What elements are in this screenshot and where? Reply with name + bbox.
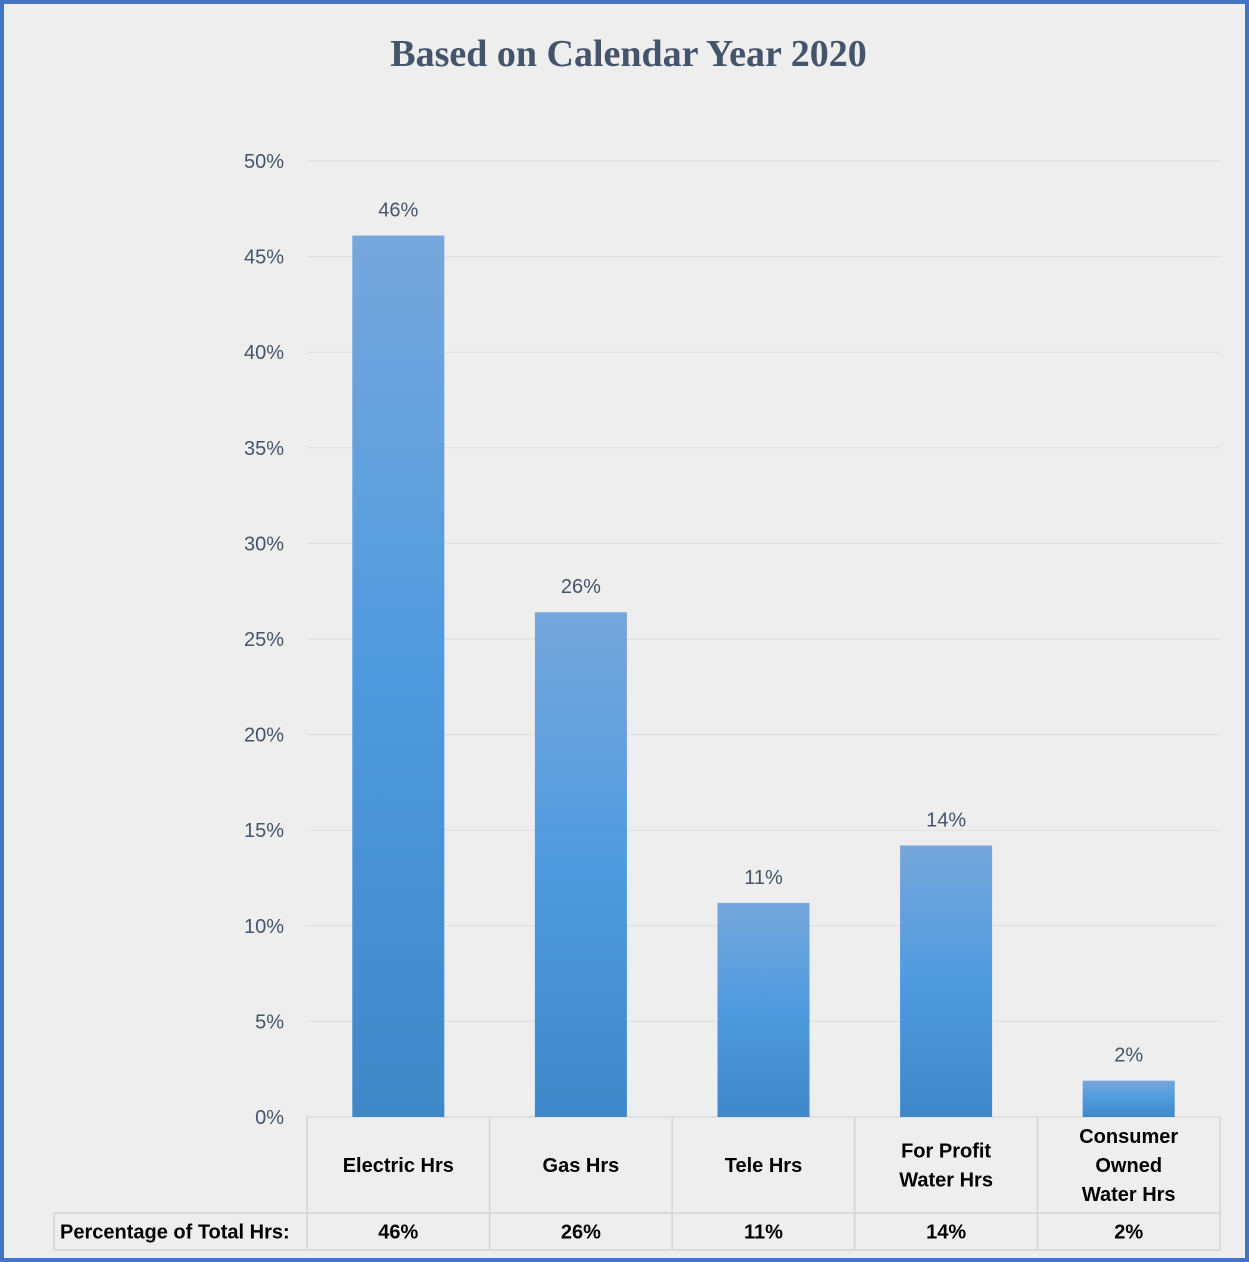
y-tick-label: 5%	[255, 1011, 284, 1033]
table-value: 14%	[926, 1222, 966, 1244]
table-value: 2%	[1114, 1222, 1143, 1244]
table-value: 11%	[744, 1222, 783, 1244]
y-tick-label: 35%	[244, 438, 284, 460]
y-tick-label: 40%	[244, 342, 284, 364]
y-tick-label: 50%	[244, 151, 284, 173]
chart-title: Based on Calendar Year 2020	[390, 33, 867, 75]
category-label: Gas Hrs	[543, 1155, 620, 1177]
bar	[352, 235, 445, 1117]
table-value: 26%	[561, 1222, 601, 1244]
y-tick-label: 25%	[244, 629, 284, 651]
bar	[1082, 1080, 1175, 1117]
table-row-label: Percentage of Total Hrs:	[60, 1222, 290, 1244]
data-label: 11%	[744, 867, 783, 889]
data-label: 14%	[926, 809, 966, 831]
gridlines	[307, 160, 1220, 1118]
bar	[717, 902, 810, 1117]
data-label: 2%	[1114, 1045, 1143, 1067]
data-label: 46%	[378, 200, 418, 222]
y-tick-label: 45%	[244, 247, 284, 269]
category-label: Tele Hrs	[725, 1155, 802, 1177]
bars	[352, 235, 1175, 1117]
data-table: Electric Hrs Gas Hrs Tele Hrs For Profit Wat…	[53, 1117, 1221, 1251]
y-axis: 0% 5% 10% 15% 20% 25% 30% 35% 40% 45% 50%	[244, 151, 284, 1129]
bar	[534, 612, 627, 1117]
y-tick-label: 10%	[244, 916, 284, 938]
table-value: 46%	[378, 1222, 418, 1244]
y-tick-label: 30%	[244, 533, 284, 555]
data-label: 26%	[561, 576, 601, 598]
data-labels: 46% 26% 11% 14% 2%	[378, 200, 1143, 1067]
category-label: For Profit Water Hrs	[899, 1141, 993, 1192]
y-tick-label: 0%	[255, 1107, 284, 1129]
category-label: Consumer Owned Water Hrs	[1079, 1126, 1178, 1206]
bar	[900, 845, 993, 1117]
y-tick-label: 15%	[244, 820, 284, 842]
y-tick-label: 20%	[244, 725, 284, 747]
category-label: Electric Hrs	[343, 1155, 454, 1177]
